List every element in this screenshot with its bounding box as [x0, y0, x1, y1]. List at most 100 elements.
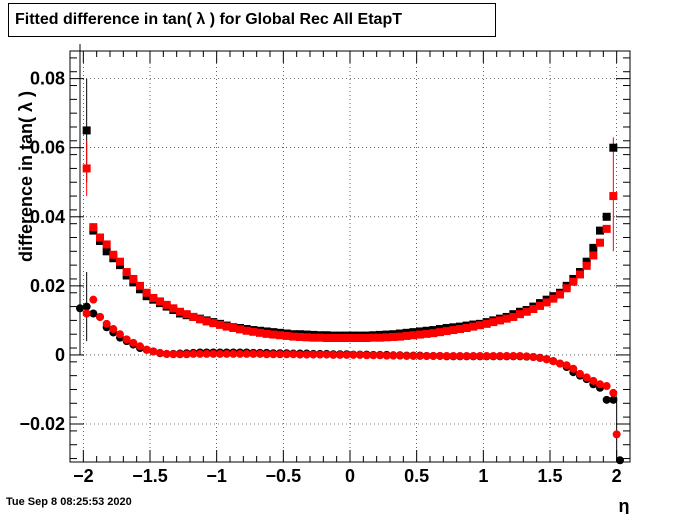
data-point-circle [162, 349, 171, 358]
chart-title-box: Fitted difference in tan( λ ) for Global… [8, 3, 496, 37]
x-tick-label: 0.5 [404, 466, 429, 486]
x-tick-label: 1 [478, 466, 488, 486]
data-point-square [609, 192, 618, 201]
data-point-circle [129, 338, 138, 347]
data-point-square [462, 323, 471, 332]
data-point-circle [529, 353, 538, 362]
data-point-circle [556, 359, 564, 368]
data-point-circle [612, 430, 621, 439]
data-point-circle [609, 388, 618, 397]
data-point-square [416, 330, 424, 339]
data-point-circle [142, 345, 151, 354]
data-point-square [236, 325, 244, 334]
data-point-square [516, 310, 524, 319]
data-point-circle [242, 349, 251, 358]
data-point-circle [549, 357, 558, 366]
data-point-square [296, 332, 304, 341]
data-point-circle [96, 312, 104, 321]
data-point-circle [149, 347, 158, 356]
data-point-circle [322, 350, 331, 359]
data-point-square [589, 243, 598, 252]
data-point-square [609, 143, 618, 152]
data-point-circle [216, 349, 224, 358]
data-point-square [249, 327, 258, 336]
data-point-circle [236, 349, 244, 358]
data-point-circle [269, 350, 278, 359]
data-point-circle [416, 351, 424, 360]
data-point-square [596, 238, 604, 247]
data-point-square [82, 126, 91, 135]
data-point-circle [262, 350, 271, 359]
x-axis-title: η [619, 496, 630, 514]
data-point-circle [169, 350, 178, 359]
x-tick-label: −2 [73, 466, 94, 486]
data-point-circle [369, 351, 378, 360]
data-point-square [329, 334, 338, 343]
data-point-circle [176, 350, 184, 359]
data-point-circle [136, 342, 144, 351]
data-point-circle [616, 456, 624, 465]
y-tick-label: 0 [55, 345, 65, 365]
data-point-square [322, 334, 331, 343]
y-tick-label: 0.06 [30, 138, 65, 158]
data-point-square [202, 317, 211, 326]
grid-layer [70, 51, 630, 462]
data-point-circle [182, 350, 191, 359]
data-point-circle [282, 350, 291, 359]
y-axis-title: difference in tan( λ ) [16, 91, 36, 262]
data-point-square [149, 293, 158, 302]
data-point-square [262, 329, 271, 338]
data-point-square [82, 164, 91, 173]
data-point-square [429, 329, 438, 338]
data-point-circle [376, 351, 384, 360]
data-point-square [602, 224, 611, 233]
data-point-circle [302, 350, 311, 359]
x-tick-label: −0.5 [266, 466, 302, 486]
data-point-square [276, 331, 284, 340]
data-point-circle [82, 309, 91, 318]
data-point-circle [482, 351, 491, 360]
data-point-square [109, 250, 118, 259]
data-point-circle [462, 351, 471, 360]
data-point-circle [89, 309, 98, 318]
data-point-circle [122, 335, 131, 344]
data-point-square [476, 321, 484, 330]
data-point-square [116, 257, 124, 266]
data-point-circle [562, 361, 571, 370]
data-point-square [229, 323, 238, 332]
data-point-circle [609, 395, 618, 404]
data-point-circle [296, 350, 304, 359]
data-point-circle [502, 351, 511, 360]
data-point-circle [569, 364, 578, 373]
data-point-circle [489, 351, 498, 360]
data-point-square [96, 233, 104, 242]
data-point-square [449, 326, 458, 335]
data-point-circle [342, 350, 351, 359]
data-point-circle [576, 369, 584, 378]
data-point-circle [356, 350, 364, 359]
data-point-circle [222, 349, 231, 358]
data-point-square [156, 297, 164, 306]
y-tick-label: 0.02 [30, 276, 65, 296]
data-point-square [176, 307, 184, 316]
data-point-square [556, 290, 564, 299]
chart-title: Fitted difference in tan( λ ) for Global… [15, 11, 402, 28]
data-point-square [89, 223, 98, 232]
data-point-square [349, 334, 358, 343]
data-point-circle [429, 351, 438, 360]
x-tick-label: −1.5 [132, 466, 168, 486]
data-point-square [389, 332, 398, 341]
data-point-square [282, 331, 291, 340]
data-point-circle [256, 349, 264, 358]
data-point-circle [496, 351, 504, 360]
data-point-square [289, 332, 298, 341]
data-point-circle [196, 349, 204, 358]
data-point-circle [442, 351, 451, 360]
x-tick-label: −1 [206, 466, 227, 486]
data-point-circle [116, 330, 124, 339]
marks-layer [76, 44, 624, 465]
x-tick-label: 2 [612, 466, 622, 486]
data-point-circle [202, 349, 211, 358]
data-point-square [189, 312, 198, 321]
data-point-square [502, 314, 511, 323]
